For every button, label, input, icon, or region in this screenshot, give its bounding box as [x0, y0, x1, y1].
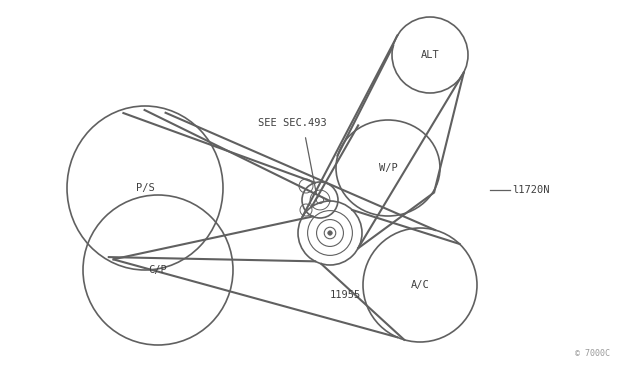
- Text: P/S: P/S: [136, 183, 154, 193]
- Text: 11955: 11955: [330, 290, 361, 300]
- Circle shape: [328, 231, 332, 235]
- Text: SEE SEC.493: SEE SEC.493: [258, 118, 327, 128]
- Text: A/C: A/C: [411, 280, 429, 290]
- Text: l1720N: l1720N: [512, 185, 550, 195]
- Text: C/P: C/P: [148, 265, 168, 275]
- Text: ALT: ALT: [420, 50, 440, 60]
- Text: W/P: W/P: [379, 163, 397, 173]
- Text: © 7000C: © 7000C: [575, 349, 610, 358]
